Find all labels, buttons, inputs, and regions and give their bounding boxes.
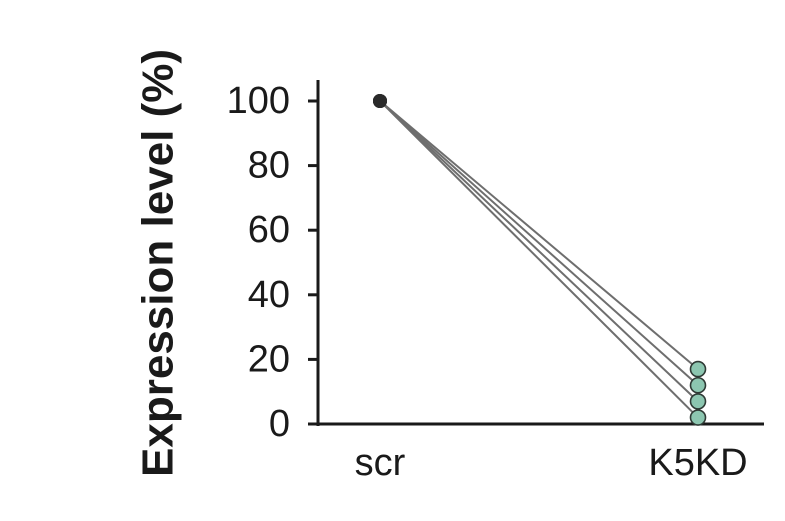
y-axis-label: Expression level (%) [134,49,183,477]
series-line [379,100,699,403]
x-tick-label: K5KD [648,442,747,484]
scr-point [373,94,387,108]
k5kd-point [689,376,707,394]
y-tick-label: 40 [248,274,290,316]
k5kd-point [689,393,707,410]
series-line [379,100,699,386]
series-line [379,100,699,419]
y-tick-label: 100 [227,80,290,122]
y-tick-label: 60 [248,209,290,251]
x-axis: scr K5KD [316,422,764,484]
x-tick-labels: scr K5KD [355,442,748,484]
k5kd-point [689,360,707,378]
y-tick-label: 0 [269,403,290,445]
x-tick-label: scr [355,442,406,484]
series-lines [379,100,699,419]
series-line [379,100,699,370]
k5kd-point [689,409,707,426]
y-ticks: 0 20 40 60 80 100 [227,80,318,445]
y-tick-label: 20 [248,338,290,380]
y-tick-label: 80 [248,145,290,187]
y-axis: 0 20 40 60 80 100 [227,80,320,445]
data-points [373,94,707,426]
